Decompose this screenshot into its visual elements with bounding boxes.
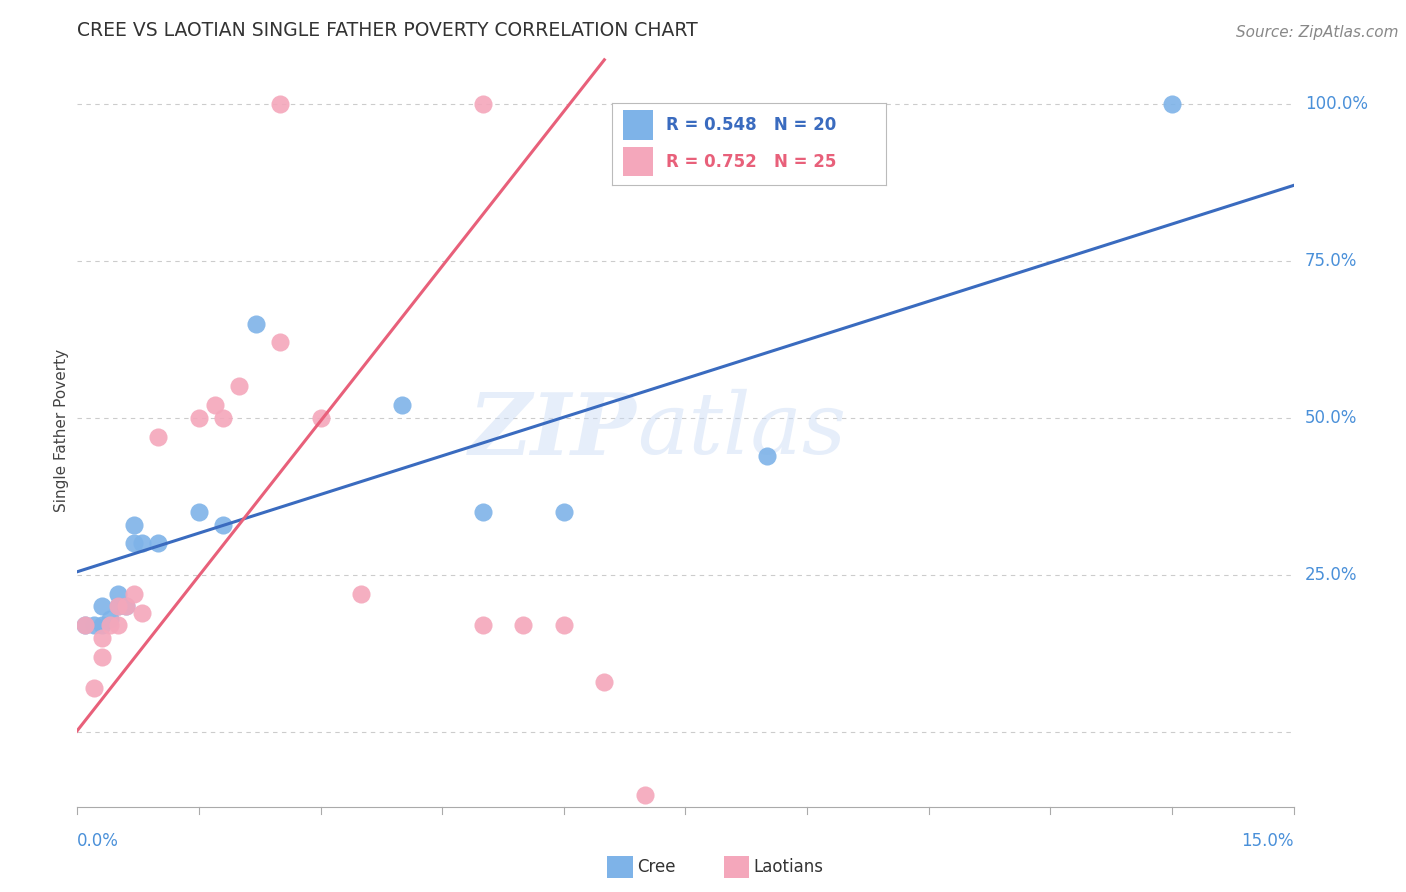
Point bbox=[131, 536, 153, 550]
Text: atlas: atlas bbox=[637, 389, 846, 472]
Point bbox=[228, 379, 250, 393]
Text: Cree: Cree bbox=[637, 858, 675, 876]
Point bbox=[350, 587, 373, 601]
Point bbox=[593, 674, 616, 689]
Point bbox=[269, 96, 291, 111]
Point bbox=[90, 631, 112, 645]
Point bbox=[309, 410, 332, 425]
Point bbox=[122, 587, 145, 601]
Point bbox=[83, 681, 105, 695]
Text: 15.0%: 15.0% bbox=[1241, 832, 1294, 850]
Point bbox=[90, 618, 112, 632]
Point bbox=[148, 430, 170, 444]
Point bbox=[391, 398, 413, 412]
Bar bbox=[623, 110, 652, 139]
Point bbox=[269, 335, 291, 350]
Text: R = 0.548   N = 20: R = 0.548 N = 20 bbox=[666, 116, 837, 134]
Text: 25.0%: 25.0% bbox=[1305, 566, 1357, 584]
Point bbox=[553, 618, 575, 632]
Point bbox=[122, 536, 145, 550]
Point bbox=[115, 599, 138, 614]
Point bbox=[188, 505, 211, 519]
Point bbox=[131, 606, 153, 620]
Point bbox=[107, 618, 129, 632]
Text: R = 0.752   N = 25: R = 0.752 N = 25 bbox=[666, 153, 837, 170]
Text: 100.0%: 100.0% bbox=[1305, 95, 1368, 112]
Text: CREE VS LAOTIAN SINGLE FATHER POVERTY CORRELATION CHART: CREE VS LAOTIAN SINGLE FATHER POVERTY CO… bbox=[77, 21, 699, 40]
Point bbox=[98, 618, 121, 632]
Text: Laotians: Laotians bbox=[754, 858, 824, 876]
Point bbox=[75, 618, 97, 632]
Point bbox=[90, 649, 112, 664]
Point bbox=[107, 599, 129, 614]
Point bbox=[115, 599, 138, 614]
Point bbox=[634, 788, 657, 802]
Point bbox=[553, 505, 575, 519]
Point bbox=[148, 536, 170, 550]
Text: 75.0%: 75.0% bbox=[1305, 252, 1357, 269]
Point bbox=[90, 599, 112, 614]
Point bbox=[75, 618, 97, 632]
Point bbox=[107, 599, 129, 614]
Point bbox=[107, 587, 129, 601]
Point bbox=[245, 317, 267, 331]
Point bbox=[212, 517, 235, 532]
Point bbox=[471, 618, 494, 632]
Text: ZIP: ZIP bbox=[470, 389, 637, 472]
Point bbox=[471, 96, 494, 111]
Point bbox=[471, 505, 494, 519]
Point bbox=[98, 612, 121, 626]
Text: 0.0%: 0.0% bbox=[77, 832, 120, 850]
Point bbox=[512, 618, 534, 632]
Point bbox=[83, 618, 105, 632]
Point bbox=[755, 449, 778, 463]
Bar bbox=[623, 147, 652, 177]
Point bbox=[1161, 96, 1184, 111]
Point bbox=[212, 410, 235, 425]
Y-axis label: Single Father Poverty: Single Father Poverty bbox=[53, 349, 69, 512]
Point bbox=[188, 410, 211, 425]
Text: Source: ZipAtlas.com: Source: ZipAtlas.com bbox=[1236, 25, 1399, 40]
Text: 50.0%: 50.0% bbox=[1305, 409, 1357, 427]
Point bbox=[204, 398, 226, 412]
Point bbox=[122, 517, 145, 532]
